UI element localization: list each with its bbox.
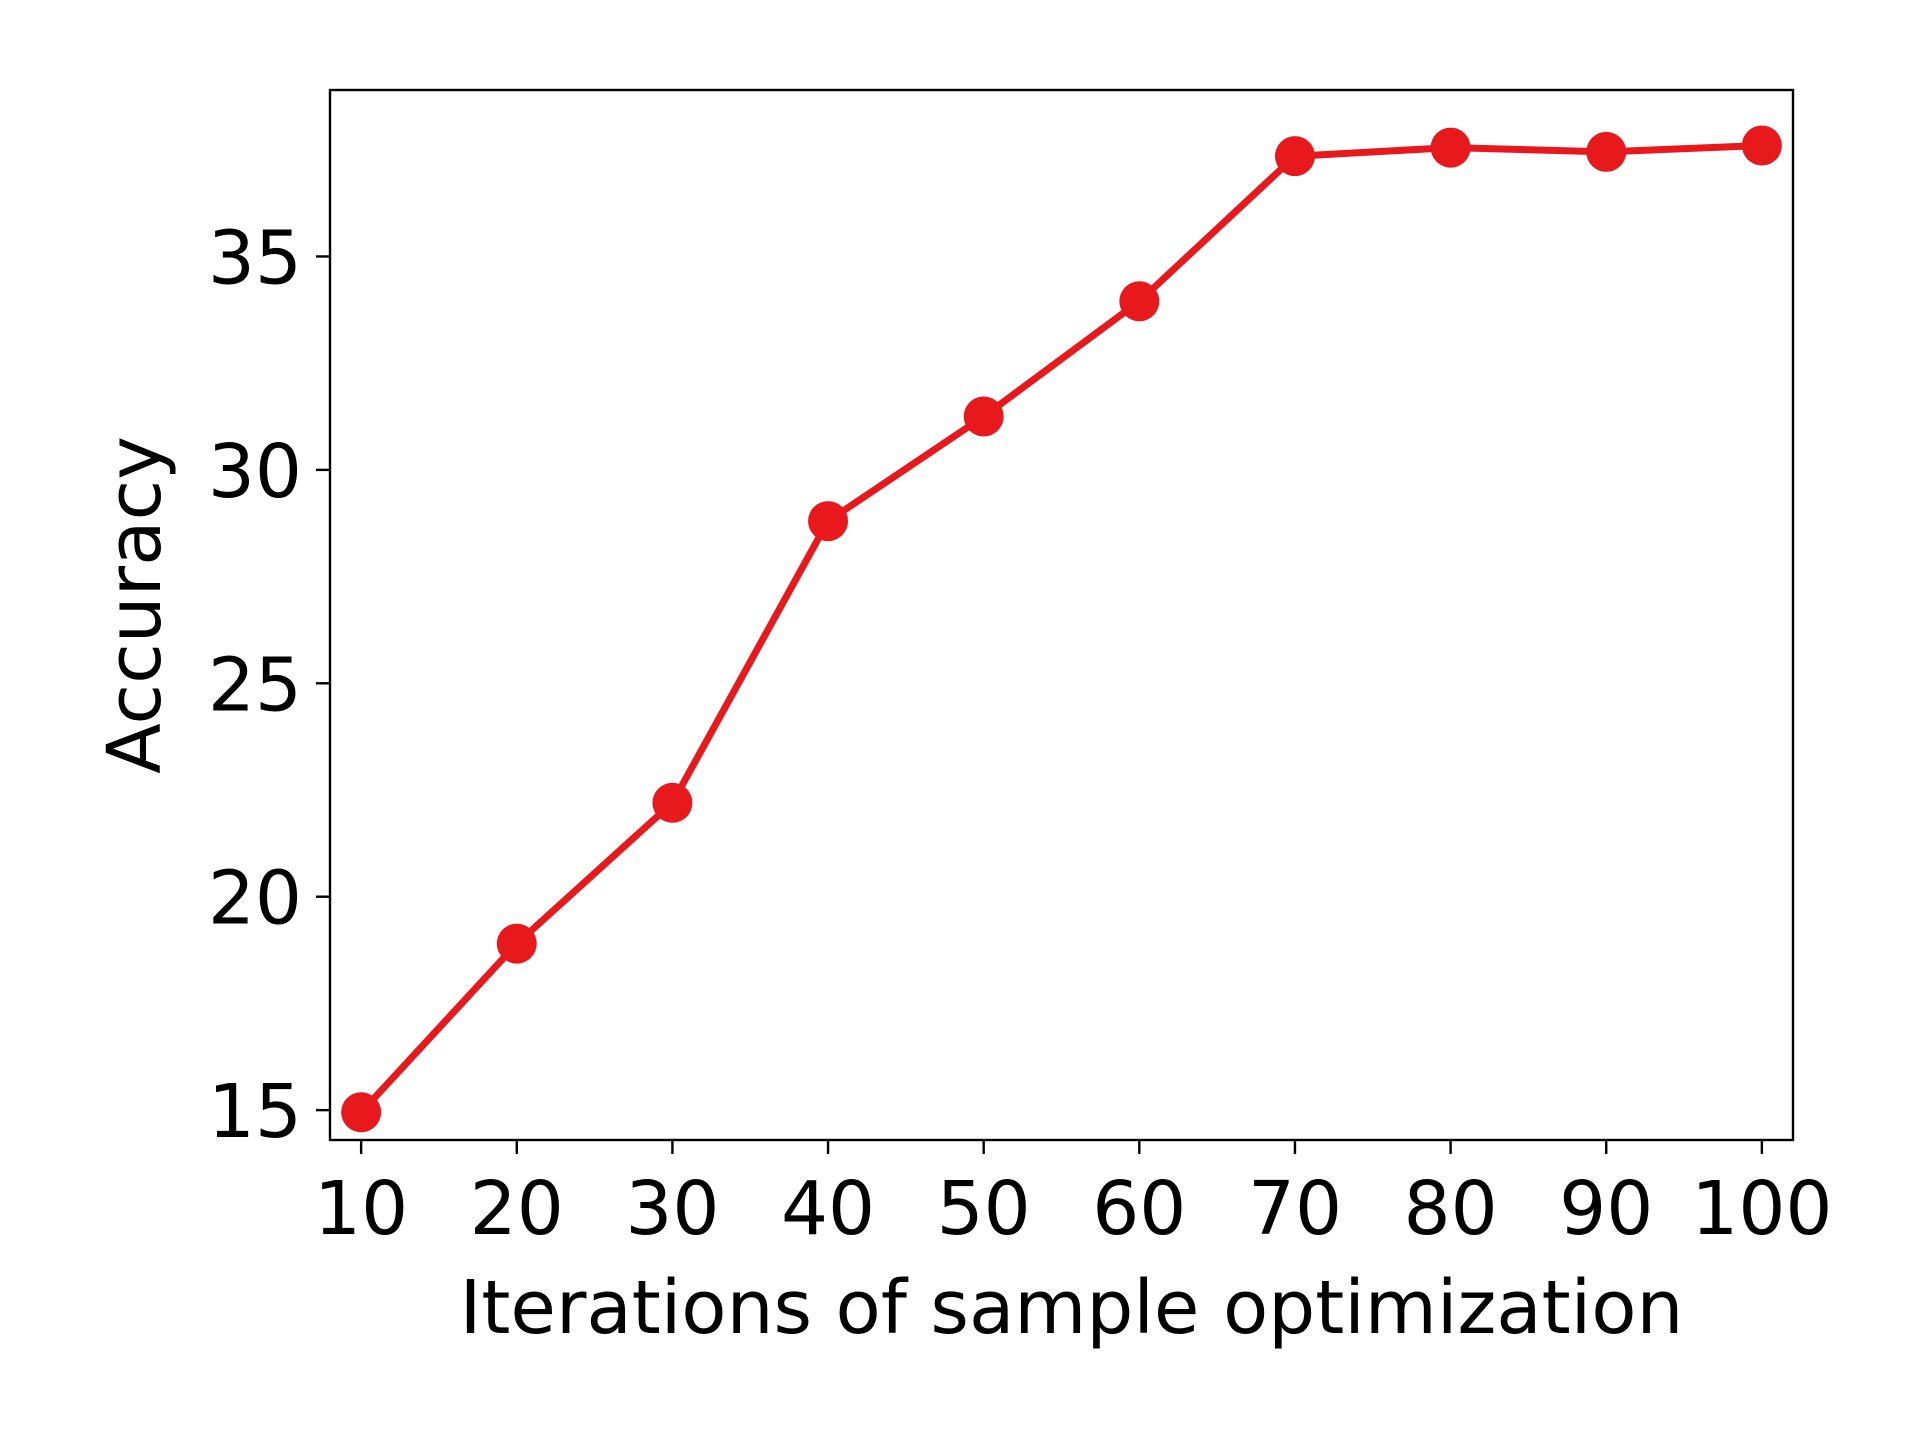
x-tick-label: 10 — [314, 1166, 408, 1252]
x-tick-label: 20 — [470, 1166, 564, 1252]
series-layer — [341, 125, 1782, 1133]
x-axis-label: Iterations of sample optimization — [460, 1265, 1684, 1351]
data-point — [1586, 131, 1627, 172]
x-tick-label: 70 — [1248, 1166, 1342, 1252]
y-tick-label: 15 — [208, 1069, 302, 1155]
y-tick-label: 20 — [208, 856, 302, 942]
y-tick-label: 30 — [208, 429, 302, 515]
data-point — [1119, 281, 1160, 322]
data-point — [652, 782, 693, 823]
x-tick-label: 80 — [1404, 1166, 1498, 1252]
x-tick-label: 30 — [625, 1166, 719, 1252]
x-tick-label: 40 — [781, 1166, 875, 1252]
data-point — [496, 923, 537, 964]
y-tick-label: 25 — [208, 642, 302, 728]
data-point — [963, 396, 1004, 437]
series-line — [357, 142, 1766, 1116]
axes: 10 20 30 40 50 60 70 80 90 100 15 20 25 30 35 — [208, 88, 1832, 1252]
y-axis-label: Accuracy — [92, 436, 178, 774]
data-point — [808, 501, 849, 542]
data-point — [1274, 136, 1315, 177]
data-point — [1741, 125, 1782, 166]
x-tick-label: 50 — [937, 1166, 1031, 1252]
data-point — [341, 1092, 382, 1133]
x-tick-label: 90 — [1559, 1166, 1653, 1252]
x-tick-label: 60 — [1092, 1166, 1186, 1252]
y-tick-label: 35 — [208, 215, 302, 301]
plot-frame — [328, 88, 1795, 1142]
x-tick-label: 100 — [1691, 1166, 1832, 1252]
data-point — [1430, 127, 1471, 168]
